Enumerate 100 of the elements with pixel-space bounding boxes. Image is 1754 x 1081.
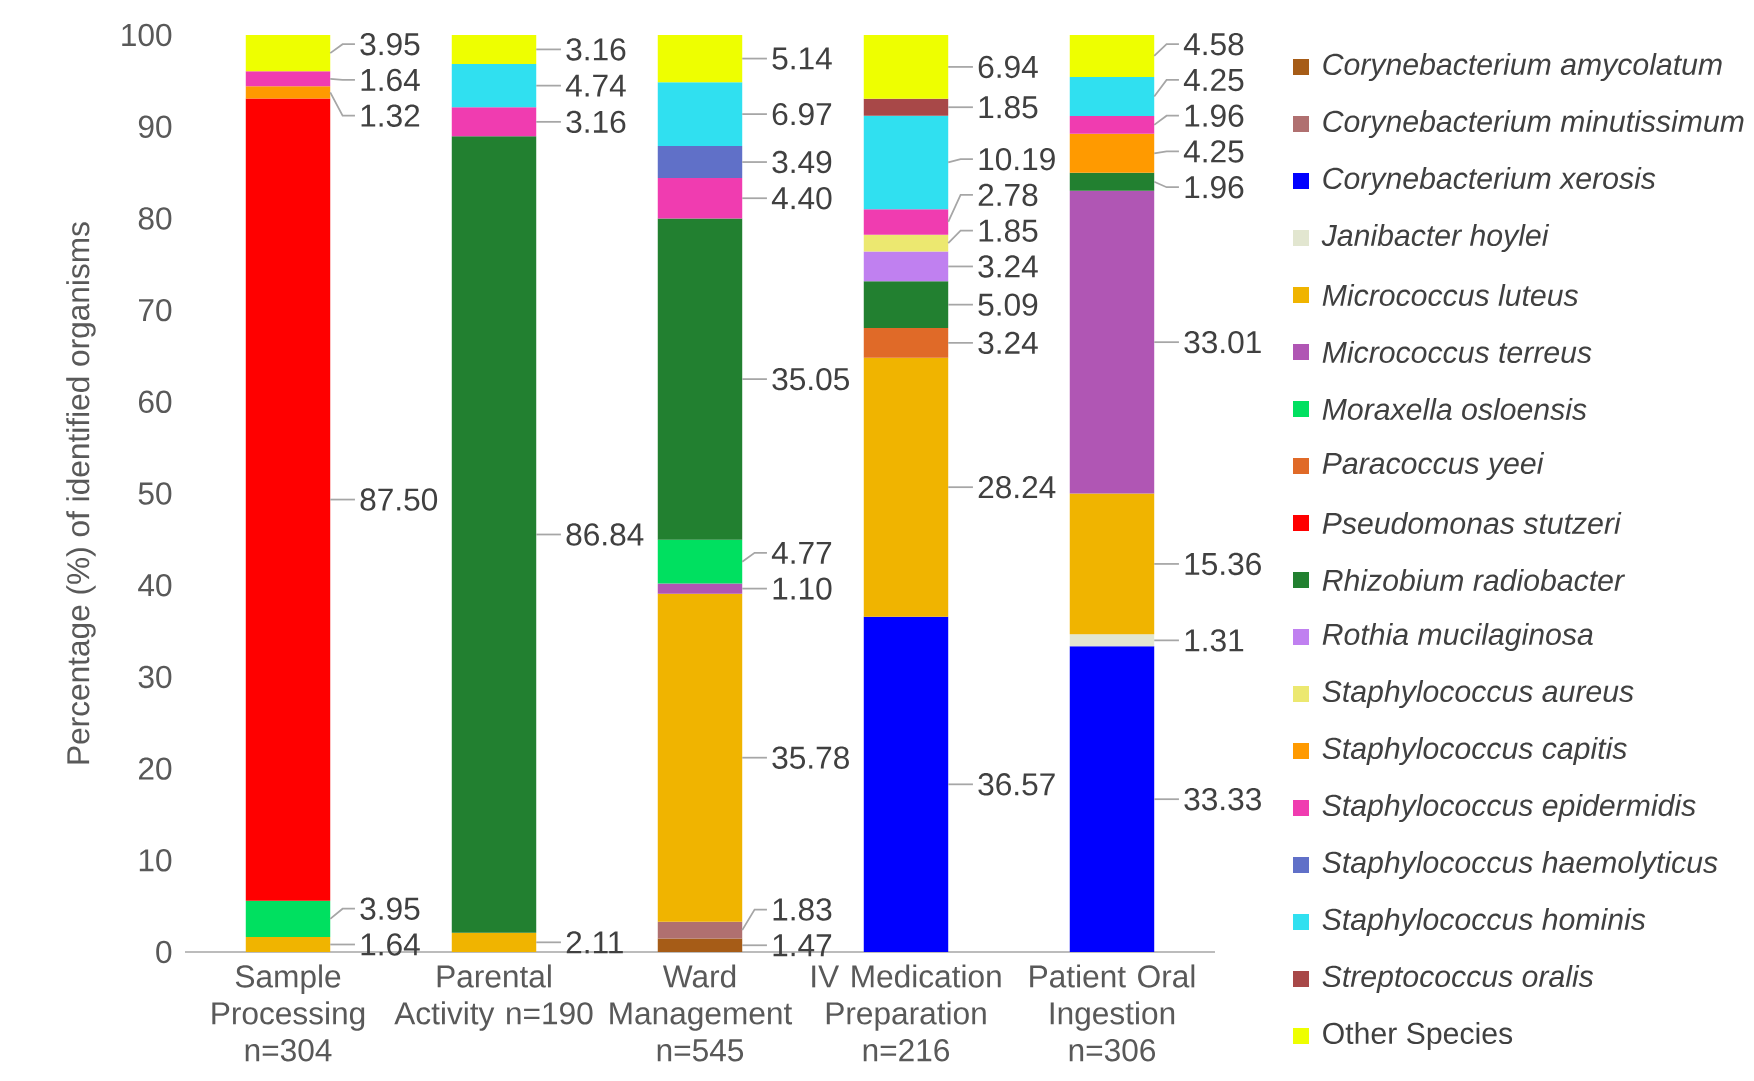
bar <box>863 357 949 617</box>
data-label: 3.95 <box>360 897 420 920</box>
bar <box>245 900 331 937</box>
bar <box>657 583 743 594</box>
bar <box>1069 133 1155 173</box>
x-tick-label: Ward Management n=545 <box>610 964 793 1062</box>
legend-label: Staphylococcus aureus <box>1322 679 1634 709</box>
y-tick-label: 10 <box>139 849 172 872</box>
data-label: 1.10 <box>773 577 832 600</box>
x-tick-label: Sample Processing n=304 <box>212 964 365 1062</box>
bar <box>863 281 949 328</box>
data-label: 4.77 <box>771 541 832 564</box>
bar <box>245 936 331 952</box>
legend-label: Streptococcus oralis <box>1322 964 1594 994</box>
bar <box>863 616 949 952</box>
data-label: 4.74 <box>565 74 626 97</box>
data-label: 4.25 <box>1183 68 1244 92</box>
data-label: 1.96 <box>1185 176 1244 199</box>
bar <box>657 218 743 540</box>
data-label: 1.64 <box>361 68 420 92</box>
data-label: 3.16 <box>566 38 626 61</box>
bar <box>1069 493 1155 635</box>
y-tick-label: 70 <box>139 298 172 322</box>
y-tick-label: 80 <box>138 207 172 230</box>
legend-label: Staphylococcus hominis <box>1322 907 1646 937</box>
bar <box>451 932 537 952</box>
bar <box>1069 634 1155 647</box>
x-tick-label: Patient Oral Ingestion n=306 <box>1030 964 1195 1062</box>
bar <box>1069 190 1155 494</box>
data-label: 3.49 <box>772 150 832 174</box>
bar <box>1069 646 1155 952</box>
data-label: 5.14 <box>772 47 832 70</box>
data-label: 35.05 <box>772 367 849 391</box>
bar <box>657 178 743 219</box>
bar <box>657 539 743 584</box>
bar <box>863 328 949 358</box>
data-label: 86.84 <box>566 523 644 546</box>
y-tick-label: 100 <box>122 23 172 47</box>
data-label: 1.85 <box>979 219 1038 242</box>
data-label: 4.40 <box>771 187 832 210</box>
bar <box>657 938 743 952</box>
legend-label: Pseudomonas stutzeri <box>1322 511 1622 535</box>
data-label: 1.64 <box>361 933 420 956</box>
legend-label: Micrococcus terreus <box>1322 340 1592 364</box>
data-label: 35.78 <box>772 746 849 769</box>
data-label: 3.24 <box>978 255 1038 278</box>
data-label: 28.24 <box>978 475 1056 499</box>
data-label: 15.36 <box>1185 552 1261 576</box>
legend-label: Rhizobium radiobacter <box>1322 568 1626 592</box>
legend-label: Other Species <box>1323 1021 1513 1051</box>
data-label: 33.01 <box>1184 330 1261 354</box>
legend-label: Janibacter hoylei <box>1321 223 1550 253</box>
legend-label: Staphylococcus capitis <box>1322 736 1627 766</box>
data-label: 5.09 <box>978 293 1038 316</box>
x-tick-label: Parental Activity n=190 <box>394 964 593 1031</box>
bar <box>1069 76 1155 116</box>
bar <box>657 82 743 147</box>
bar <box>245 86 331 99</box>
bar <box>451 107 537 137</box>
data-label: 10.19 <box>979 147 1055 171</box>
legend-label: Corynebacterium xerosis <box>1323 166 1656 196</box>
y-tick-label: 0 <box>156 940 172 964</box>
bar <box>863 251 949 282</box>
bar <box>245 98 331 901</box>
data-label: 1.32 <box>361 104 420 127</box>
data-label: 1.85 <box>979 96 1038 119</box>
data-label: 1.31 <box>1185 629 1244 652</box>
y-tick-label: 40 <box>138 573 172 597</box>
bar <box>863 234 949 252</box>
bar <box>451 136 537 933</box>
data-label: 3.24 <box>978 331 1038 355</box>
data-label: 4.58 <box>1183 32 1244 56</box>
data-label: 2.78 <box>978 183 1038 207</box>
x-tick-label: IV Medication Preparation n=216 <box>812 964 1001 1062</box>
y-tick-label: 20 <box>139 757 172 780</box>
legend-label: Rothia mucilaginosa <box>1322 622 1593 652</box>
bar <box>657 146 743 179</box>
bar <box>863 209 949 235</box>
bar <box>451 63 537 108</box>
y-tick-label: 50 <box>138 482 172 505</box>
bar <box>863 35 949 99</box>
legend-label: Corynebacterium amycolatum <box>1323 52 1722 82</box>
data-label: 6.97 <box>772 102 832 126</box>
data-label: 36.57 <box>978 773 1055 796</box>
y-tick-label: 30 <box>138 665 172 689</box>
data-label: 6.94 <box>978 55 1038 79</box>
legend-label: Moraxella osloensis <box>1322 397 1587 421</box>
bar <box>1069 115 1155 134</box>
bar <box>657 593 743 922</box>
data-label: 1.96 <box>1185 104 1244 127</box>
data-label: 3.16 <box>566 110 626 134</box>
bar <box>863 98 949 116</box>
data-label: 4.25 <box>1183 140 1244 163</box>
bar <box>245 35 331 72</box>
y-axis-title: Percentage (%) of identified organisms <box>66 222 96 764</box>
bar <box>451 34 537 64</box>
bar <box>1069 172 1155 191</box>
bar <box>657 35 743 83</box>
legend-label: Micrococcus luteus <box>1322 283 1579 307</box>
data-label: 3.95 <box>360 32 420 56</box>
